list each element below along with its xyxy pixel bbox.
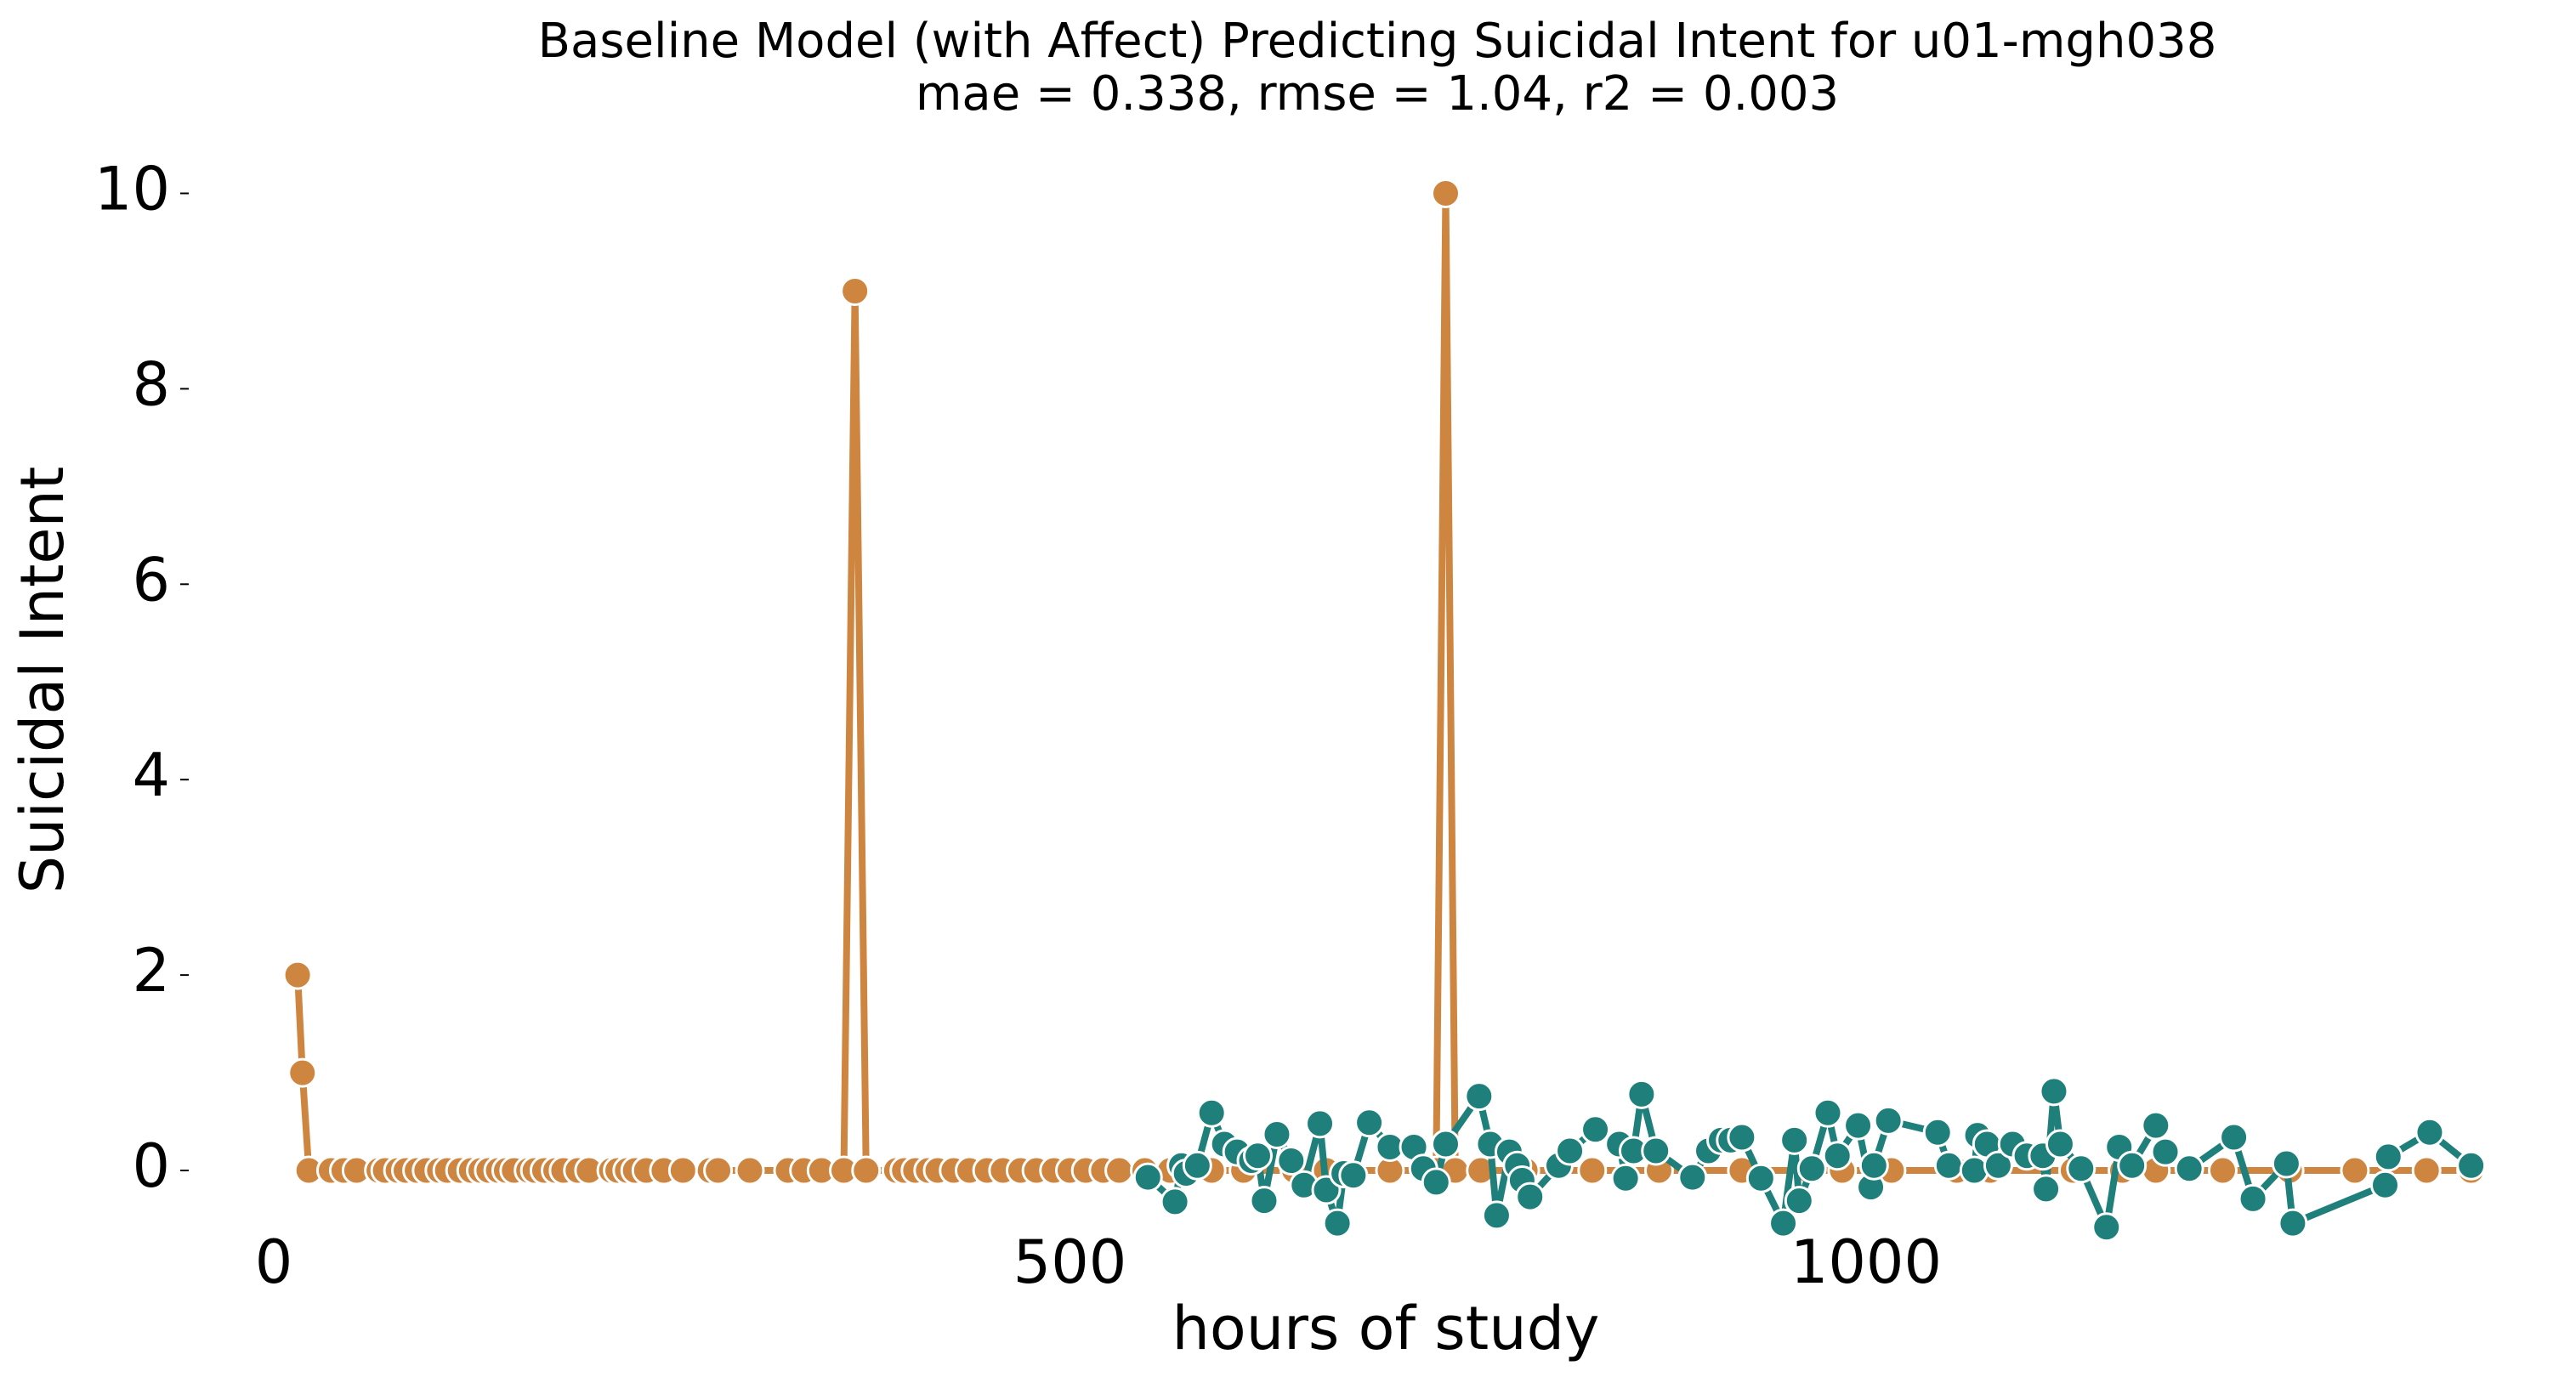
point <box>1626 1079 1657 1109</box>
point <box>287 1057 318 1088</box>
point <box>1873 1105 1904 1136</box>
point <box>1858 1150 1889 1181</box>
point <box>1796 1153 1827 1184</box>
x-tick-label: 1000 <box>1790 1227 1942 1297</box>
point <box>2278 1208 2308 1238</box>
point <box>2271 1148 2301 1179</box>
point <box>703 1155 734 1186</box>
series-line <box>294 190 2471 1175</box>
point <box>2117 1150 2148 1181</box>
chart-subtitle: mae = 0.338, rmse = 1.04, r2 = 0.003 <box>916 66 1839 122</box>
point <box>1421 1167 1451 1198</box>
point <box>1983 1150 2013 1181</box>
point <box>851 1155 882 1186</box>
chart-title: Baseline Model (with Affect) Predicting … <box>538 14 2217 69</box>
point <box>1276 1146 1307 1176</box>
point <box>1641 1136 1671 1166</box>
point <box>2150 1136 2181 1167</box>
point <box>1196 1097 1227 1128</box>
point <box>2039 1076 2069 1107</box>
point <box>735 1155 765 1186</box>
point <box>1104 1155 1135 1186</box>
point <box>2207 1155 2238 1186</box>
x-axis-label: hours of study <box>1172 1294 1600 1363</box>
point <box>1262 1119 1292 1149</box>
point <box>1577 1155 1608 1186</box>
point <box>2238 1183 2268 1214</box>
x-tick-label: 0 <box>255 1227 293 1297</box>
point <box>1813 1097 1843 1128</box>
point <box>1727 1122 1757 1153</box>
point <box>1354 1108 1385 1138</box>
point <box>2340 1155 2370 1186</box>
point <box>1305 1108 1336 1139</box>
y-axis-label: Suicidal Intent <box>8 467 77 894</box>
point <box>1745 1163 1776 1193</box>
point <box>1843 1110 1874 1141</box>
point <box>1610 1163 1641 1193</box>
point <box>1779 1125 1810 1155</box>
point <box>1922 1117 1953 1148</box>
point <box>1677 1162 1708 1193</box>
point <box>2066 1153 2097 1184</box>
point <box>2141 1110 2171 1141</box>
point <box>1132 1162 1163 1193</box>
y-tick-label: 6 <box>132 545 170 615</box>
y-tick-label: 4 <box>132 740 170 810</box>
y-tick-label: 8 <box>132 349 170 419</box>
point <box>1430 1129 1461 1159</box>
y-tick-label: 2 <box>132 936 170 1006</box>
point <box>2219 1122 2250 1153</box>
point <box>2174 1153 2204 1184</box>
point <box>1959 1155 1989 1186</box>
point <box>2373 1142 2403 1172</box>
point <box>1822 1141 1853 1171</box>
point <box>667 1155 698 1186</box>
point <box>1322 1208 1353 1238</box>
point <box>1933 1150 1964 1181</box>
x-tick-label: 500 <box>1013 1227 1127 1297</box>
point <box>1160 1187 1190 1217</box>
point <box>2045 1129 2075 1159</box>
point <box>1784 1186 1814 1216</box>
point <box>282 960 313 990</box>
point <box>2411 1155 2442 1186</box>
point <box>2414 1117 2445 1148</box>
point <box>1249 1186 1279 1216</box>
point <box>1464 1081 1495 1112</box>
point <box>1430 178 1461 208</box>
point <box>1515 1182 1546 1212</box>
y-tick-label: 10 <box>94 155 170 224</box>
point <box>1555 1136 1586 1166</box>
point <box>1242 1141 1273 1171</box>
point <box>1768 1208 1799 1238</box>
point <box>2456 1150 2487 1181</box>
point <box>2091 1212 2122 1243</box>
point <box>840 275 871 306</box>
y-tick-label: 0 <box>132 1131 170 1201</box>
point <box>1338 1160 1369 1191</box>
point <box>2031 1174 2062 1204</box>
point <box>2370 1170 2401 1200</box>
point <box>1580 1114 1611 1145</box>
point <box>1481 1200 1512 1231</box>
point <box>1182 1150 1212 1181</box>
